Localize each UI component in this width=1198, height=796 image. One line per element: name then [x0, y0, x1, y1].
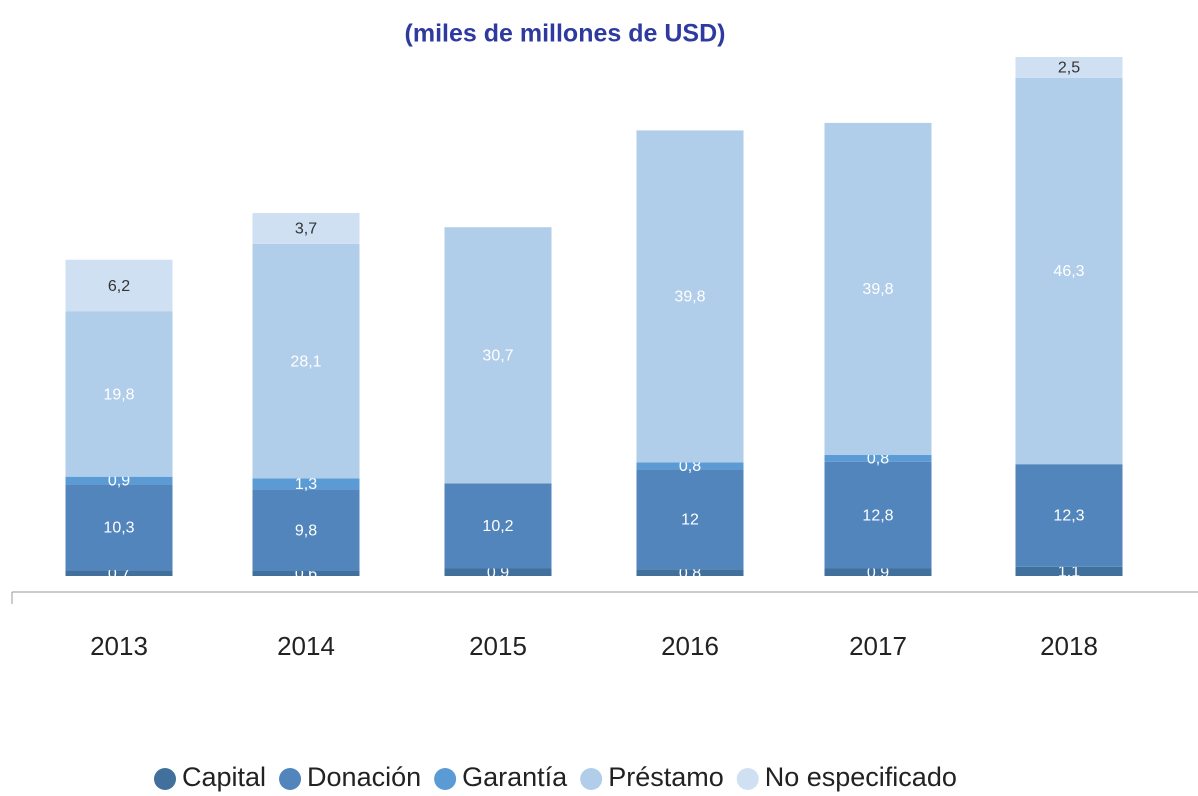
- data-label: 46,3: [1053, 263, 1084, 280]
- bar-segment: [444, 568, 552, 576]
- data-label: 28,1: [290, 353, 321, 370]
- bar-segment: [65, 476, 173, 485]
- bar-segment: [252, 489, 360, 571]
- data-label: 9,8: [295, 522, 317, 539]
- data-label: 10,3: [103, 519, 134, 536]
- bar-segment: [65, 311, 173, 477]
- bar-segment: [824, 461, 932, 569]
- bar-segment: [65, 259, 173, 312]
- data-label: 10,2: [482, 518, 513, 535]
- data-label: 1,3: [295, 476, 317, 493]
- x-tick-label: 2014: [277, 631, 335, 661]
- bar-segment: [1015, 77, 1123, 465]
- legend-label: Donación: [307, 762, 421, 792]
- data-label: 0,9: [487, 564, 509, 581]
- data-label: 0,9: [867, 564, 889, 581]
- bar-segment: [252, 243, 360, 479]
- bar-segment: [1015, 57, 1123, 78]
- x-tick-label: 2015: [469, 631, 527, 661]
- data-label: 19,8: [103, 386, 134, 403]
- legend-marker: [279, 768, 302, 790]
- chart-title: (miles de millones de USD): [405, 20, 726, 48]
- data-label: 0,9: [108, 473, 130, 490]
- x-tick-label: 2017: [849, 631, 907, 661]
- bar-segment: [65, 570, 173, 576]
- data-label: 12: [681, 511, 699, 528]
- bar-segment: [824, 568, 932, 576]
- bar-segment: [1015, 566, 1123, 576]
- legend-label: Préstamo: [608, 762, 724, 792]
- legend-label: Capital: [182, 762, 266, 792]
- legend-marker: [154, 768, 176, 790]
- x-tick-label: 2013: [90, 631, 148, 661]
- x-tick-label: 2018: [1040, 631, 1098, 661]
- data-label: 39,8: [862, 281, 893, 298]
- bar-segment: [252, 213, 360, 244]
- legend-marker: [434, 768, 457, 790]
- data-label: 12,3: [1053, 508, 1084, 525]
- data-label: 3,7: [295, 221, 317, 238]
- data-label: 6,2: [108, 278, 130, 295]
- x-tick-label: 2016: [661, 631, 719, 661]
- data-label: 39,8: [674, 289, 705, 306]
- data-label: 2,5: [1058, 60, 1080, 77]
- bar-segment: [636, 569, 744, 576]
- legend-marker: [736, 768, 759, 790]
- bar-segment: [824, 455, 932, 462]
- bar-segment: [1015, 464, 1123, 567]
- bar-segment: [636, 462, 744, 470]
- data-label: 30,7: [482, 348, 513, 365]
- legend-label: Garantía: [462, 762, 568, 792]
- legend-label: No especificado: [765, 762, 957, 792]
- data-label: 1,1: [1058, 564, 1080, 581]
- legend-marker: [580, 768, 603, 790]
- bar-segment: [444, 227, 552, 484]
- bar-segment: [65, 484, 173, 571]
- bar-segment: [444, 483, 552, 569]
- bar-segment: [824, 122, 932, 456]
- bar-segment: [252, 570, 360, 576]
- bar-segment: [636, 469, 744, 570]
- bar-segment: [636, 130, 744, 463]
- data-label: 12,8: [862, 507, 893, 524]
- bar-segment: [252, 478, 360, 490]
